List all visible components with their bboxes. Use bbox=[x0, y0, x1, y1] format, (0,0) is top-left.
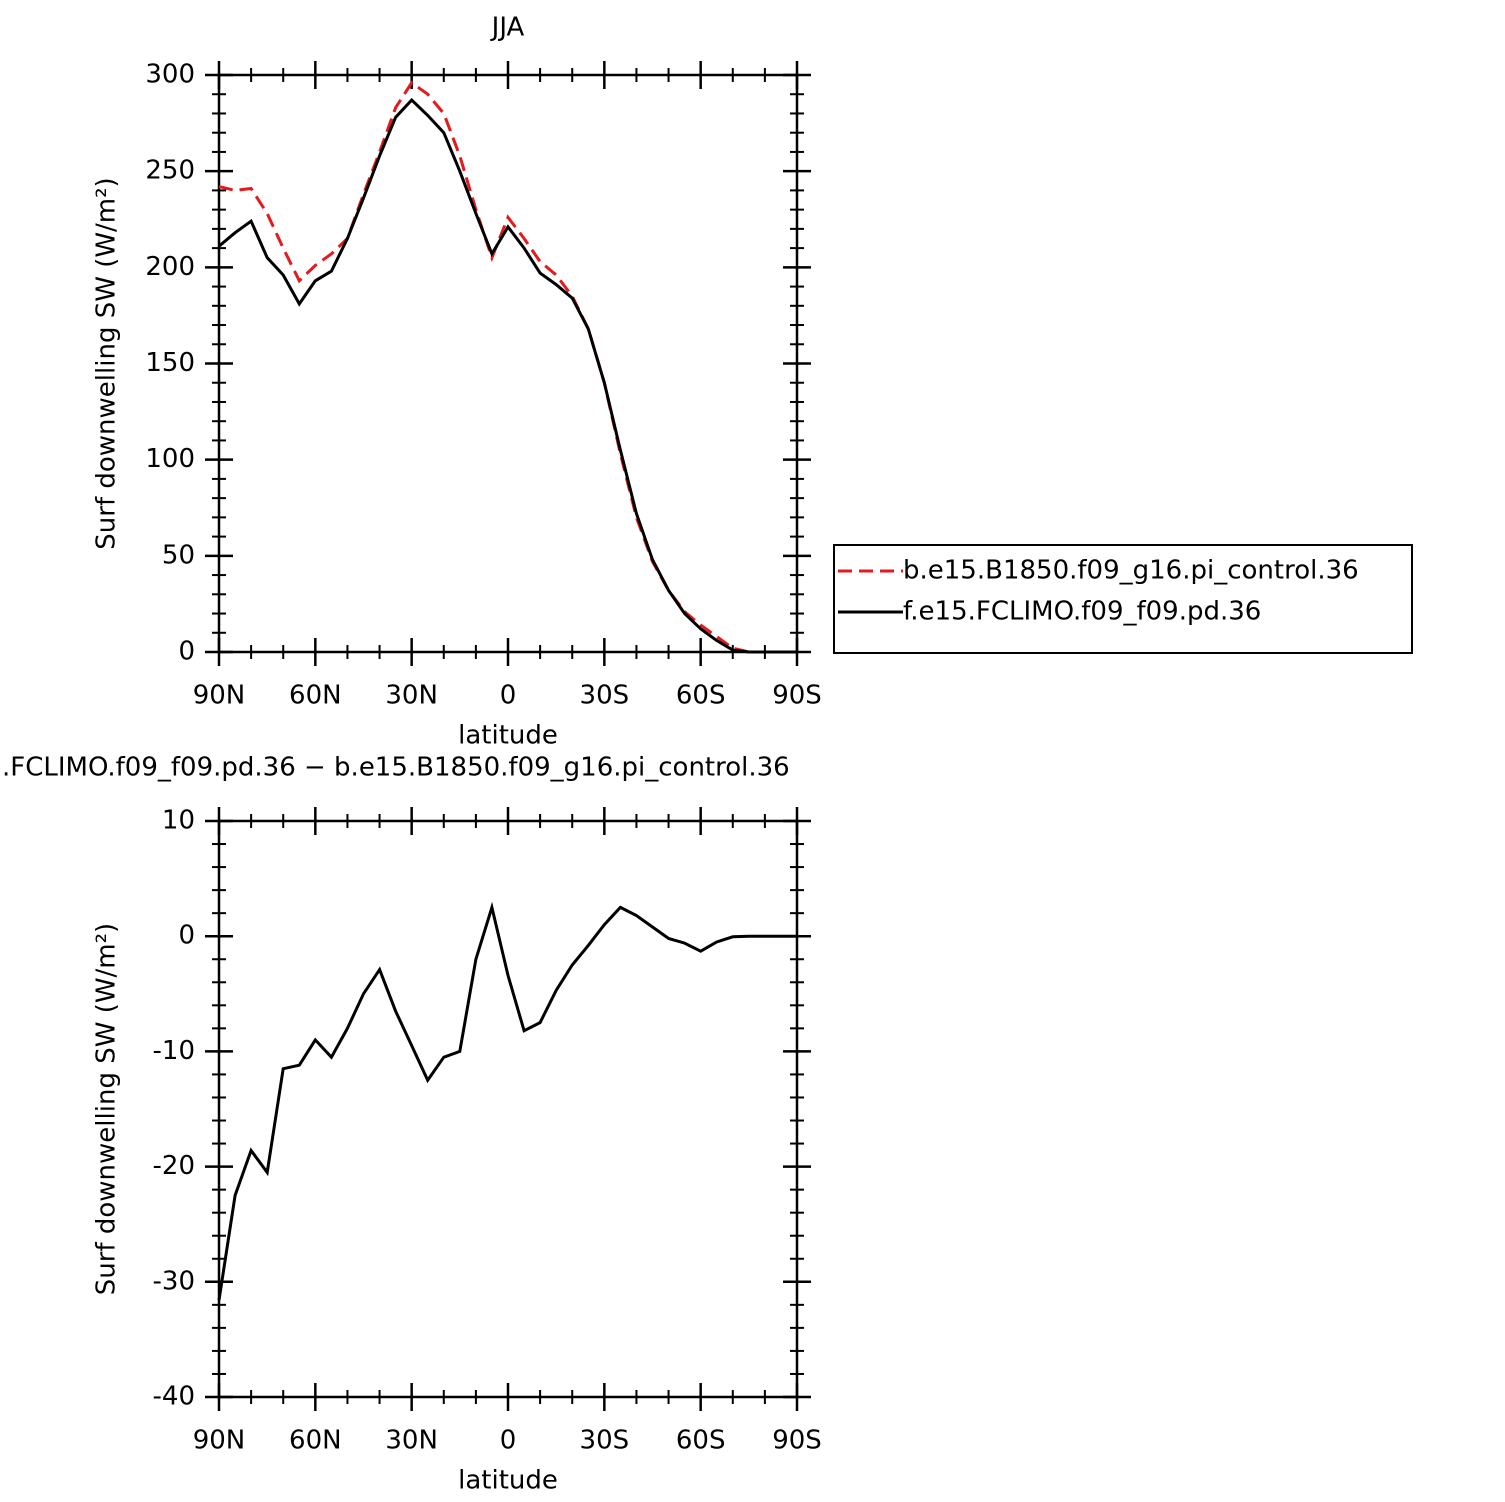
legend-label: b.e15.B1850.f09_g16.pi_control.36 bbox=[903, 556, 1359, 586]
x-axis-label: latitude bbox=[458, 1466, 558, 1496]
x-tick-label: 60S bbox=[676, 1426, 726, 1456]
y-tick-label: -40 bbox=[153, 1382, 195, 1412]
x-tick-label: 90N bbox=[193, 681, 246, 711]
y-tick-label: -30 bbox=[153, 1266, 195, 1296]
y-axis-label: Surf downwelling SW (W/m²) bbox=[92, 923, 122, 1295]
y-tick-label: 0 bbox=[178, 921, 195, 951]
y-tick-label: 0 bbox=[178, 637, 195, 667]
y-tick-label: 150 bbox=[145, 348, 195, 378]
x-tick-label: 90N bbox=[193, 1426, 246, 1456]
y-tick-label: -20 bbox=[153, 1151, 195, 1181]
x-tick-label: 60N bbox=[289, 1426, 342, 1456]
y-tick-label: 300 bbox=[145, 60, 195, 90]
x-tick-label: 30N bbox=[385, 681, 438, 711]
x-tick-label: 90S bbox=[772, 681, 822, 711]
x-tick-label: 90S bbox=[772, 1426, 822, 1456]
x-tick-label: 60S bbox=[676, 681, 726, 711]
y-tick-label: 50 bbox=[162, 540, 195, 570]
plot-frame bbox=[217, 819, 799, 1399]
y-tick-label: 250 bbox=[145, 156, 195, 186]
x-tick-label: 0 bbox=[500, 681, 517, 711]
y-axis-label: Surf downwelling SW (W/m²) bbox=[92, 177, 122, 549]
x-tick-label: 60N bbox=[289, 681, 342, 711]
data-line bbox=[218, 80, 797, 654]
legend-label: f.e15.FCLIMO.f09_f09.pd.36 bbox=[903, 597, 1261, 627]
chart-title: JJA bbox=[490, 13, 525, 43]
x-axis-label: latitude bbox=[458, 721, 558, 751]
y-tick-label: 200 bbox=[145, 252, 195, 282]
y-tick-label: -10 bbox=[153, 1036, 195, 1066]
y-tick-label: 100 bbox=[145, 444, 195, 474]
plot-frame bbox=[217, 73, 799, 654]
legend-box bbox=[833, 544, 1413, 654]
x-tick-label: 30S bbox=[580, 1426, 630, 1456]
data-line bbox=[218, 97, 797, 654]
x-tick-label: 0 bbox=[500, 1426, 517, 1456]
chart-title: .FCLIMO.f09_f09.pd.36 − b.e15.B1850.f09_… bbox=[2, 753, 790, 783]
data-line bbox=[217, 901, 797, 1301]
y-tick-label: 10 bbox=[162, 806, 195, 836]
x-tick-label: 30S bbox=[580, 681, 630, 711]
x-tick-label: 30N bbox=[385, 1426, 438, 1456]
